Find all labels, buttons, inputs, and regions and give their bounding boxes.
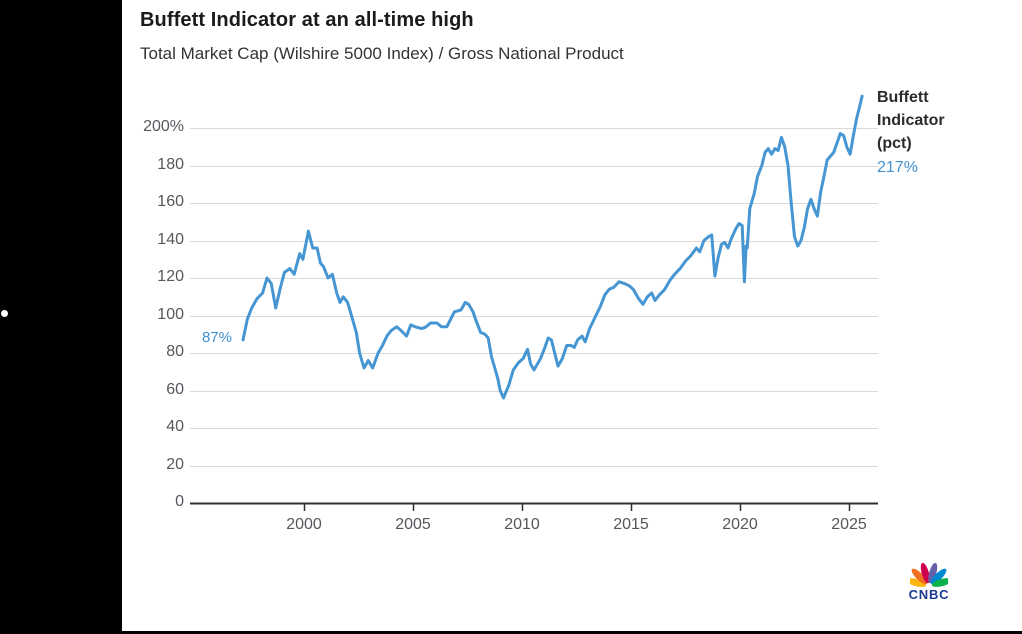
- series-legend: Buffett Indicator (pct) 217%: [877, 86, 969, 179]
- cnbc-logo-text: CNBC: [908, 587, 950, 602]
- x-axis-label: 2020: [722, 516, 758, 533]
- y-axis-label: 0: [175, 493, 184, 510]
- x-axis-label: 2005: [395, 516, 431, 533]
- cnbc-logo: CNBC: [900, 559, 958, 602]
- x-axis-label: 2010: [504, 516, 540, 533]
- y-axis-label: 160: [157, 193, 184, 210]
- x-axis-label: 2025: [831, 516, 867, 533]
- y-axis-label: 40: [166, 418, 184, 435]
- y-axis-label: 60: [166, 380, 184, 398]
- white-dot: [1, 310, 8, 317]
- y-axis-label: 200%: [143, 118, 184, 135]
- legend-title: Buffett Indicator (pct): [877, 89, 945, 152]
- y-axis-label: 80: [166, 343, 184, 360]
- y-axis-label: 120: [157, 268, 184, 285]
- peacock-icon: [910, 562, 948, 587]
- x-axis-label: 2000: [286, 516, 322, 533]
- series-start-label: 87%: [201, 329, 232, 346]
- legend-value: 217%: [877, 159, 918, 176]
- y-axis-label: 140: [157, 230, 184, 248]
- chart-title: Buffett Indicator at an all-time high: [140, 9, 474, 31]
- y-axis-label: 100: [157, 305, 184, 323]
- y-axis-label: 20: [166, 455, 184, 473]
- y-axis-label: 180: [157, 155, 184, 173]
- chart-subtitle: Total Market Cap (Wilshire 5000 Index) /…: [140, 44, 624, 63]
- x-axis-label: 2015: [613, 516, 649, 533]
